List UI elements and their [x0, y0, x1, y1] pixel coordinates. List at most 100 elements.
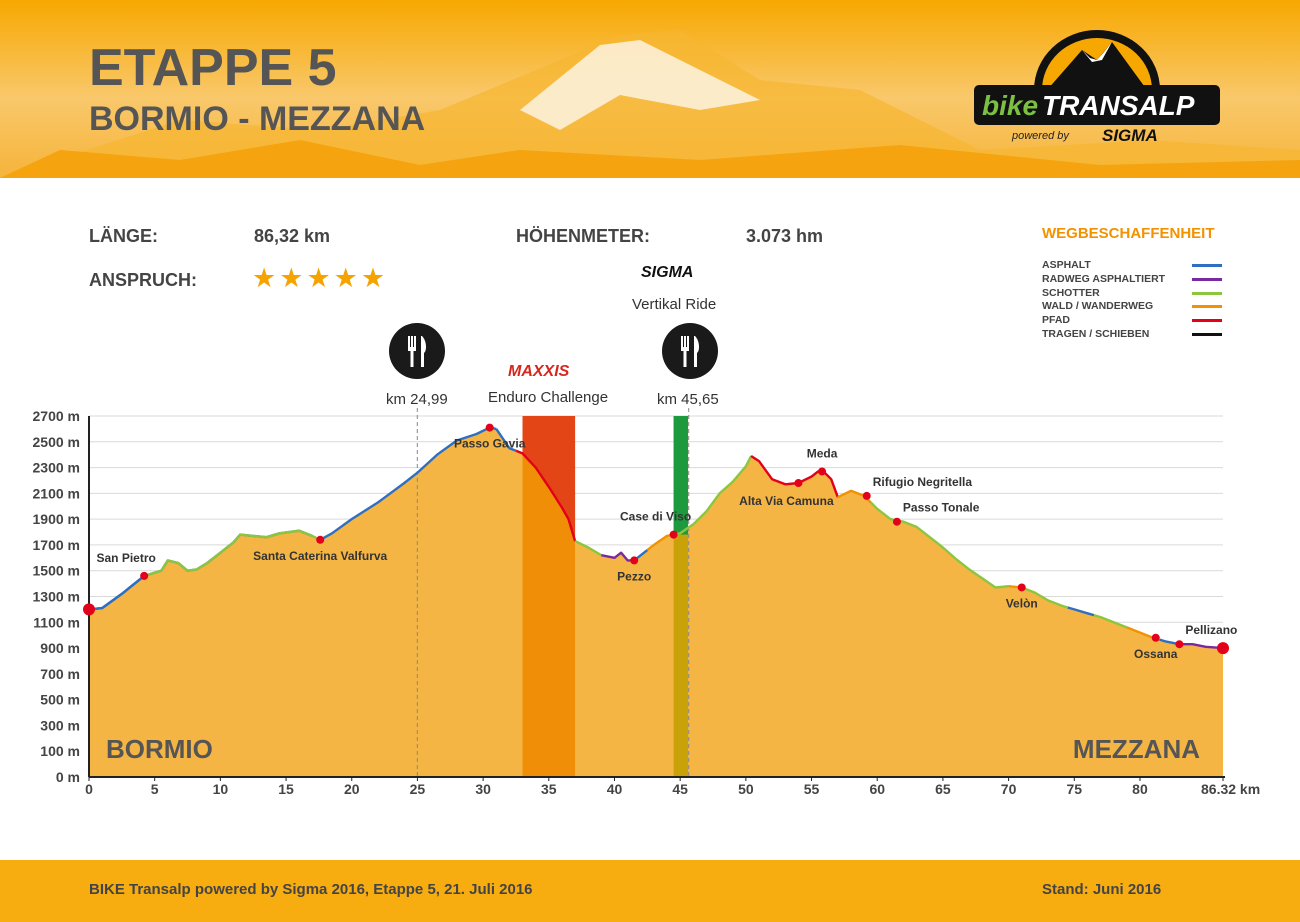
x-tick-label: 55	[804, 781, 820, 797]
logo-plate	[974, 85, 1220, 125]
surface-segment	[1093, 614, 1128, 629]
maxxis-brand: MAXXIS	[508, 363, 570, 380]
surface-segment	[515, 449, 577, 542]
waypoint-marker	[485, 423, 494, 432]
y-tick-label: 1900 m	[33, 511, 80, 527]
legend-item: SCHOTTER	[1042, 287, 1222, 301]
elevation-label: HÖHENMETER:	[516, 226, 650, 246]
fork-knife-glyph	[681, 336, 700, 367]
x-tick-label: 45	[672, 781, 688, 797]
waypoint-marker	[140, 571, 149, 580]
star-icon: ★	[333, 263, 361, 293]
start-location-label: BORMIO	[106, 734, 213, 764]
surface-segment	[1021, 586, 1069, 609]
legend-item-label: RADWEG ASPHALTIERT	[1042, 272, 1166, 285]
star-icon: ★	[252, 263, 280, 293]
difficulty-stars: ★★★★★	[252, 263, 388, 294]
waypoint-label: Pellizano	[1185, 623, 1237, 637]
difficulty-label: ANSPRUCH:	[89, 270, 197, 290]
legend-item-label: WALD / WANDERWEG	[1042, 300, 1154, 313]
x-tick-label: 35	[541, 781, 557, 797]
surface-segment	[495, 428, 517, 452]
surface-segment	[574, 540, 602, 557]
waypoint-marker	[630, 556, 639, 565]
fork-knife-icon	[389, 323, 445, 379]
end-location-label: MEZZANA	[1073, 734, 1200, 764]
vertical-ride-label: Vertikal Ride	[632, 296, 717, 313]
footer-credit: BIKE Transalp powered by Sigma 2016, Eta…	[89, 881, 533, 898]
waypoint-label: Passo Gavia	[454, 437, 526, 451]
legend-item-label: PFAD	[1042, 314, 1071, 327]
legend-swatch	[1192, 277, 1222, 281]
x-tick-label: 60	[869, 781, 885, 797]
elevation-profile-chart: 0 m 100 m 300 m 500 m 700 m 900 m 1100 m 1300 m…	[33, 408, 1260, 797]
legend-item: TRAGEN / SCHIEBEN	[1042, 328, 1222, 342]
waypoint-label: Passo Tonale	[903, 501, 980, 515]
surface-segment	[1067, 606, 1095, 617]
y-tick-label: 1500 m	[33, 563, 80, 579]
surface-segment	[1159, 638, 1180, 646]
enduro-challenge-top	[522, 416, 576, 542]
waypoint-label: Meda	[807, 446, 838, 460]
y-tick-label: 700 m	[40, 666, 80, 682]
y-tick-label: 100 m	[40, 743, 80, 759]
legend-item-label: SCHOTTER	[1042, 286, 1100, 299]
logo-bike-text: bike	[982, 90, 1039, 121]
surface-legend: ASPHALT RADWEG ASPHALTIERT SCHOTTER WALD / …	[1042, 259, 1222, 342]
legend-title: WEGBESCHAFFENHEIT	[1042, 225, 1215, 242]
waypoint-label: Santa Caterina Valfurva	[253, 549, 387, 563]
waypoint-label: Velòn	[1006, 596, 1038, 610]
surface-segment	[869, 501, 1009, 589]
x-tick-label: 65	[935, 781, 951, 797]
legend-item: PFAD	[1042, 314, 1222, 328]
x-tick-label: 15	[278, 781, 294, 797]
x-tick-label: 30	[475, 781, 491, 797]
legend-item: ASPHALT	[1042, 259, 1222, 273]
legend-item: WALD / WANDERWEG	[1042, 300, 1222, 314]
waypoint-label: Case di Viso	[620, 510, 691, 524]
legend-item: RADWEG ASPHALTIERT	[1042, 273, 1222, 287]
legend-item-label: TRAGEN / SCHIEBEN	[1042, 327, 1150, 340]
footer: BIKE Transalp powered by Sigma 2016, Eta…	[0, 860, 1300, 922]
footer-date: Stand: Juni 2016	[1042, 881, 1162, 898]
waypoint-marker	[1151, 633, 1160, 642]
x-tick-label: 20	[344, 781, 360, 797]
logo-sigma-text: SIGMA	[1102, 126, 1158, 145]
waypoint-marker	[669, 530, 678, 539]
stage-route: BORMIO - MEZZANA	[89, 100, 426, 138]
y-tick-label: 2500 m	[33, 434, 80, 450]
star-icon: ★	[306, 263, 334, 293]
x-tick-label: 50	[738, 781, 754, 797]
feed-station-1-km: km 24,99	[386, 391, 448, 408]
x-tick-label: 70	[1001, 781, 1017, 797]
y-tick-label: 300 m	[40, 717, 80, 733]
star-icon: ★	[360, 263, 389, 293]
waypoint-label: Alta Via Camuna	[739, 494, 834, 508]
waypoint-marker	[1017, 583, 1026, 592]
logo-powered-by: powered by	[1012, 130, 1069, 142]
surface-segment	[601, 551, 635, 562]
endpoint-marker	[83, 603, 95, 616]
x-tick-label: 80	[1132, 781, 1148, 797]
x-tick-label: 0	[85, 781, 93, 797]
legend-swatch	[1192, 332, 1222, 336]
y-tick-label: 2100 m	[33, 485, 80, 501]
x-tick-label: 75	[1066, 781, 1082, 797]
y-tick-label: 2700 m	[33, 408, 80, 424]
legend-swatch	[1192, 291, 1222, 295]
legend-swatch	[1192, 264, 1222, 267]
length-label: LÄNGE:	[89, 226, 158, 246]
elevation-value: 3.073 hm	[746, 226, 824, 246]
legend-swatch	[1192, 319, 1222, 323]
vertical-ride-top	[673, 416, 689, 535]
legend-item-label: ASPHALT	[1042, 259, 1091, 271]
waypoint-label: San Pietro	[96, 551, 155, 565]
mountain-logo-icon	[1034, 30, 1160, 90]
waypoint-marker	[794, 479, 803, 488]
surface-segment	[88, 574, 145, 611]
y-tick-label: 2300 m	[33, 460, 80, 476]
sigma-brand: SIGMA	[641, 264, 694, 281]
header-banner: ETAPPE 5 BORMIO - MEZZANA bike TRANSALP …	[0, 0, 1300, 178]
length-value: 86,32 km	[254, 226, 331, 246]
waypoint-marker	[862, 491, 871, 500]
